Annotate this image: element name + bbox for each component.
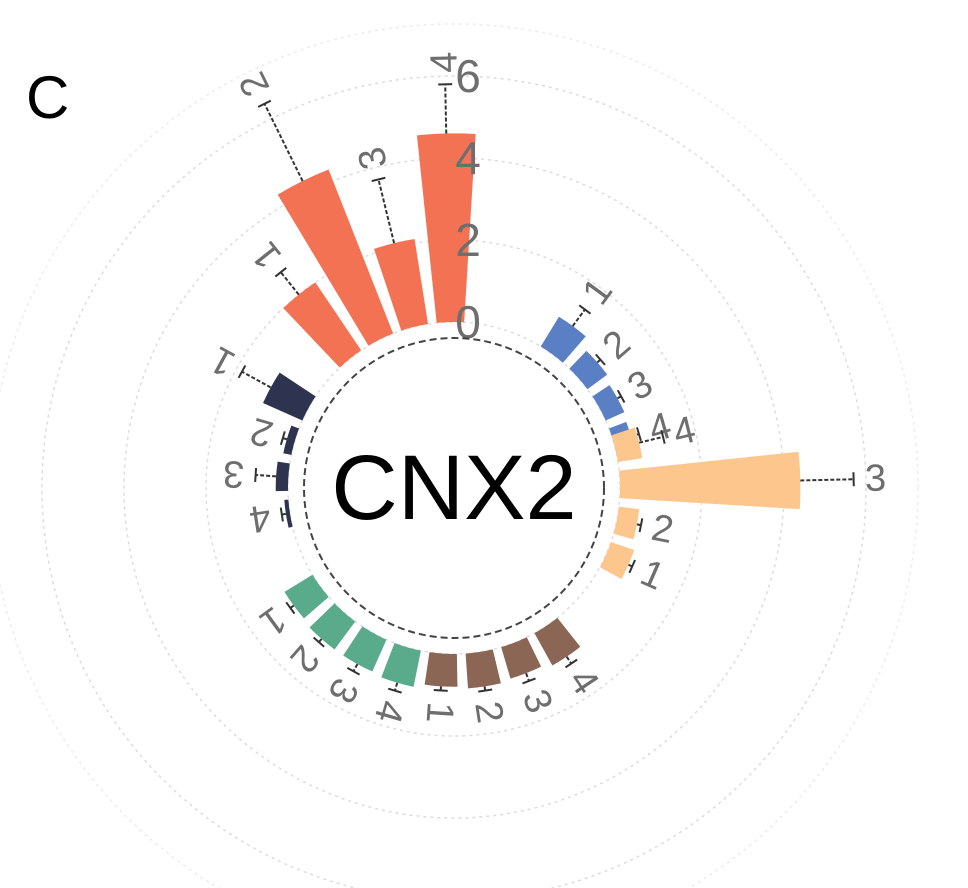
- error-bar: [565, 656, 573, 665]
- error-bar-cap: [433, 689, 448, 692]
- error-bar-cap: [387, 687, 402, 694]
- error-bar-cap: [660, 429, 666, 444]
- bar: [277, 169, 394, 346]
- error-bar: [352, 663, 359, 672]
- bar: [424, 652, 458, 687]
- panel-label: C: [26, 64, 69, 131]
- radial-tick-label: 6: [455, 50, 481, 102]
- bar: [534, 617, 581, 666]
- error-bar-cap: [595, 353, 606, 366]
- bar: [284, 574, 329, 619]
- bar: [619, 451, 801, 510]
- outer-ring: [0, 23, 919, 888]
- bar-label: 1: [634, 552, 670, 599]
- bar-label: 3: [514, 684, 561, 719]
- bar-label: 4: [560, 661, 607, 702]
- bar-group: 4 3 21: [599, 409, 887, 599]
- bar: [599, 542, 635, 579]
- error-bar-cap: [628, 559, 636, 574]
- error-bar-cap: [279, 507, 284, 522]
- bar: [343, 626, 387, 672]
- bar-label: 4: [366, 696, 412, 728]
- error-bar: [444, 84, 448, 134]
- bar-label: 4: [644, 405, 676, 451]
- bar: [309, 603, 356, 650]
- error-bar: [638, 435, 664, 444]
- radial-tick-label: 2: [455, 214, 481, 266]
- bar: [283, 425, 300, 455]
- bar: [611, 427, 643, 463]
- bar: [263, 372, 316, 421]
- bar-label: 3: [319, 671, 366, 710]
- error-bar-cap: [254, 467, 258, 483]
- error-bar-cap: [257, 99, 272, 108]
- grid-ring-6: [41, 75, 867, 888]
- bar-label: 4: [423, 51, 465, 73]
- error-bar-cap: [636, 427, 642, 442]
- bar: [465, 649, 501, 689]
- error-bar: [571, 308, 586, 327]
- error-bar-cap: [285, 601, 296, 615]
- bar: [592, 385, 625, 421]
- error-bar: [393, 682, 399, 691]
- error-bar: [255, 474, 277, 478]
- bar-label: 3: [350, 143, 396, 174]
- radial-tick-label: 4: [455, 132, 481, 184]
- error-bar-cap: [312, 636, 325, 648]
- bar-label: 2: [231, 65, 278, 103]
- center-circle: [303, 337, 605, 639]
- error-bar: [800, 478, 854, 482]
- center-label: CNX2: [331, 437, 576, 539]
- error-bar: [280, 271, 300, 296]
- bar-label: 3: [865, 458, 887, 500]
- error-bar: [263, 103, 304, 182]
- bar: [540, 316, 586, 363]
- bar: [501, 637, 542, 679]
- bar: [569, 350, 608, 390]
- bar-label: 4: [669, 409, 700, 455]
- bar-label: 1: [418, 700, 461, 724]
- bar: [416, 133, 476, 323]
- error-bar-cap: [346, 667, 361, 676]
- bar-label: 3: [621, 362, 660, 409]
- bar: [381, 642, 421, 687]
- error-bar-cap: [616, 389, 626, 403]
- bar: [613, 506, 640, 540]
- error-bar: [525, 672, 530, 682]
- bar-label: 4: [246, 495, 273, 540]
- bar-label: 2: [648, 507, 677, 552]
- error-bar-cap: [478, 688, 493, 693]
- error-bar-cap: [578, 304, 592, 315]
- error-bar-cap: [279, 431, 286, 446]
- error-bar-cap: [237, 365, 247, 379]
- error-bar-cap: [564, 658, 578, 669]
- bar-label: 2: [246, 409, 278, 455]
- error-bar-cap: [274, 267, 287, 278]
- bar-label: 2: [466, 699, 511, 726]
- error-bar-cap: [371, 176, 386, 183]
- error-bar-cap: [638, 518, 644, 533]
- bar: [275, 461, 290, 492]
- bar: [283, 282, 362, 368]
- error-bar: [241, 370, 272, 389]
- error-bar-cap: [522, 677, 536, 685]
- bar-label: 3: [222, 452, 246, 495]
- bar: [284, 499, 293, 528]
- error-bar: [377, 179, 396, 244]
- bar-label: 1: [203, 338, 242, 385]
- bar: [374, 239, 429, 331]
